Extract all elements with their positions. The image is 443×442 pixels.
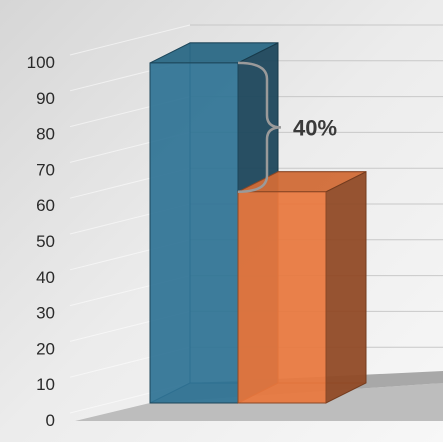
y-tick-label: 50: [36, 232, 55, 251]
y-tick-label: 100: [27, 53, 55, 72]
bar-side-face: [325, 170, 367, 404]
bar-front-face: [237, 191, 327, 404]
y-tick-label: 10: [36, 375, 55, 394]
y-tick-label: 60: [36, 196, 55, 215]
y-tick-label: 70: [36, 160, 55, 179]
y-tick-label: 40: [36, 268, 55, 287]
y-tick-label: 80: [36, 125, 55, 144]
y-axis: 0 10 20 30 40 50 60 70 80 90 100: [27, 53, 55, 430]
brace-shape: [237, 61, 282, 194]
annotation: 40%: [237, 61, 337, 194]
y-tick-label: 90: [36, 89, 55, 108]
gridline-diagonal: [69, 24, 191, 56]
bar-front-face: [149, 62, 239, 404]
y-tick-label: 0: [46, 411, 55, 430]
bar-2: [237, 170, 367, 404]
y-tick-label: 30: [36, 304, 55, 323]
y-tick-label: 20: [36, 339, 55, 358]
percent-label: 40%: [293, 115, 337, 140]
bars: [149, 42, 367, 404]
